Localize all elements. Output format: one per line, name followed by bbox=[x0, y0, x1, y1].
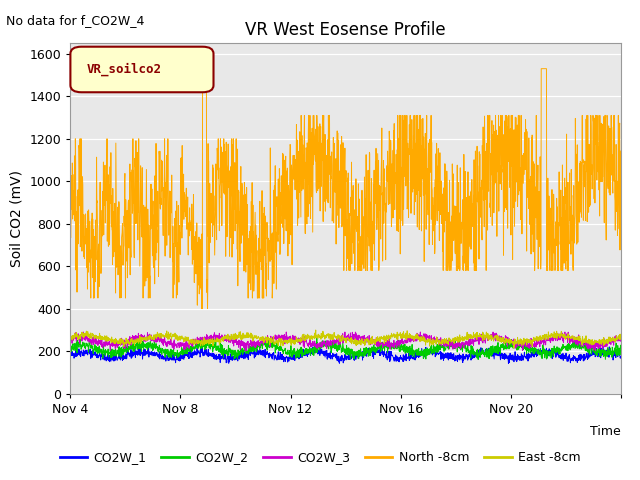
CO2W_2 bbox=[500, 346, 508, 351]
CO2W_2 bbox=[313, 334, 321, 340]
Line: North -8cm: North -8cm bbox=[70, 69, 621, 309]
Text: Time: Time bbox=[590, 425, 621, 438]
CO2W_2 bbox=[602, 357, 609, 362]
East -8cm bbox=[312, 327, 319, 333]
Line: CO2W_1: CO2W_1 bbox=[70, 347, 621, 363]
CO2W_2 bbox=[95, 349, 102, 355]
East -8cm bbox=[601, 341, 609, 347]
North -8cm bbox=[335, 137, 342, 143]
North -8cm bbox=[617, 148, 625, 154]
CO2W_1 bbox=[95, 353, 102, 359]
North -8cm bbox=[198, 306, 205, 312]
Text: No data for f_CO2W_4: No data for f_CO2W_4 bbox=[6, 14, 145, 27]
CO2W_3 bbox=[67, 336, 74, 342]
CO2W_2 bbox=[67, 346, 74, 351]
Y-axis label: Soil CO2 (mV): Soil CO2 (mV) bbox=[10, 170, 24, 267]
North -8cm bbox=[67, 222, 74, 228]
CO2W_3 bbox=[79, 329, 87, 335]
CO2W_3 bbox=[591, 348, 599, 354]
Line: East -8cm: East -8cm bbox=[70, 330, 621, 348]
Line: CO2W_3: CO2W_3 bbox=[70, 332, 621, 351]
East -8cm bbox=[617, 331, 625, 337]
CO2W_3 bbox=[320, 338, 328, 344]
North -8cm bbox=[602, 112, 609, 118]
Legend: CO2W_1, CO2W_2, CO2W_3, North -8cm, East -8cm: CO2W_1, CO2W_2, CO2W_3, North -8cm, East… bbox=[54, 446, 586, 469]
Title: VR West Eosense Profile: VR West Eosense Profile bbox=[245, 21, 446, 39]
East -8cm bbox=[335, 333, 342, 339]
East -8cm bbox=[95, 336, 102, 342]
East -8cm bbox=[67, 337, 74, 343]
CO2W_3 bbox=[602, 344, 609, 349]
CO2W_1 bbox=[602, 350, 609, 356]
Text: VR_soilco2: VR_soilco2 bbox=[87, 63, 162, 76]
North -8cm bbox=[538, 66, 545, 72]
East -8cm bbox=[320, 332, 328, 338]
East -8cm bbox=[500, 339, 508, 345]
CO2W_3 bbox=[601, 340, 609, 346]
CO2W_2 bbox=[617, 346, 625, 351]
CO2W_3 bbox=[95, 338, 102, 344]
CO2W_1 bbox=[335, 357, 342, 362]
North -8cm bbox=[95, 241, 102, 247]
CO2W_2 bbox=[474, 357, 482, 362]
CO2W_2 bbox=[320, 344, 328, 350]
North -8cm bbox=[601, 112, 609, 118]
CO2W_1 bbox=[500, 353, 508, 359]
CO2W_3 bbox=[335, 342, 342, 348]
CO2W_1 bbox=[617, 355, 625, 361]
East -8cm bbox=[510, 345, 518, 351]
North -8cm bbox=[320, 112, 328, 118]
CO2W_2 bbox=[335, 339, 342, 345]
CO2W_1 bbox=[601, 349, 609, 355]
CO2W_3 bbox=[617, 338, 625, 344]
CO2W_2 bbox=[601, 352, 609, 358]
North -8cm bbox=[500, 180, 508, 185]
FancyBboxPatch shape bbox=[70, 47, 214, 92]
CO2W_1 bbox=[198, 344, 206, 350]
CO2W_1 bbox=[67, 351, 74, 357]
CO2W_1 bbox=[320, 348, 328, 354]
Line: CO2W_2: CO2W_2 bbox=[70, 337, 621, 360]
CO2W_1 bbox=[504, 360, 512, 366]
CO2W_3 bbox=[500, 341, 508, 347]
East -8cm bbox=[602, 338, 609, 344]
